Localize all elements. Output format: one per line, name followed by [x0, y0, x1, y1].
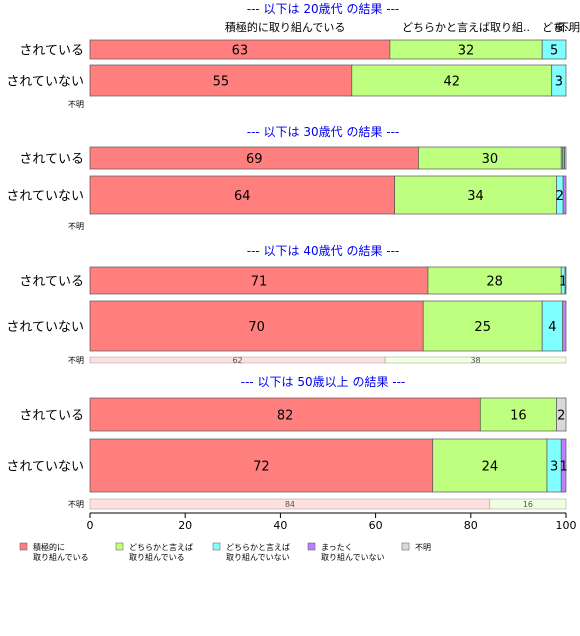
bar-segment — [551, 64, 567, 97]
legend-label: 取り組んでいる — [129, 552, 185, 562]
x-tick-label: 100 — [556, 519, 577, 532]
bar-segment — [89, 300, 424, 352]
legend-label: 積極的に — [33, 542, 65, 552]
row-label: されている — [19, 44, 84, 59]
x-tick-label: 20 — [178, 519, 192, 532]
data-label: 42 — [443, 75, 460, 90]
data-label: 25 — [474, 320, 491, 335]
bar-segment — [89, 397, 481, 432]
legend-swatch — [212, 542, 221, 551]
legend-label: どちらかと言えば — [129, 542, 193, 552]
category-top-label: ま.. — [553, 21, 571, 34]
data-label: 1 — [559, 460, 567, 475]
data-label: 3 — [550, 460, 558, 475]
category-top-label: 不明 — [558, 21, 580, 34]
bar-segment — [89, 175, 395, 215]
legend-label: まったく — [321, 543, 353, 552]
legend-label: 取り組んでいる — [33, 552, 89, 562]
panel-title: --- 以下は 30歳代 の結果 --- — [247, 125, 400, 139]
data-label: 5 — [550, 44, 558, 59]
x-tick-label: 80 — [464, 519, 478, 532]
legend-swatch — [115, 542, 124, 551]
row-label: されている — [19, 152, 84, 167]
bar-segment — [394, 175, 557, 215]
bar-segment — [479, 397, 557, 432]
data-label: 38 — [470, 356, 480, 365]
row-label: されている — [19, 409, 84, 424]
category-top-label: どち.. — [542, 21, 571, 34]
legend-swatch — [307, 542, 316, 551]
bar-segment — [560, 438, 567, 493]
data-label: 70 — [248, 320, 265, 335]
row-label: 不明 — [68, 100, 84, 109]
data-label: 1 — [559, 275, 567, 290]
legend-label: 不明 — [415, 543, 431, 552]
row-label: されている — [19, 275, 84, 290]
data-label: 16 — [523, 500, 533, 509]
bar-segment — [556, 397, 567, 432]
bar-segment — [564, 146, 567, 170]
data-label: 64 — [234, 189, 251, 204]
row-label: されていない — [6, 460, 84, 475]
data-label: 32 — [458, 44, 475, 59]
data-label: 69 — [246, 152, 263, 167]
bar-segment — [562, 175, 567, 215]
data-label: 2 — [556, 189, 564, 204]
legend-label: 取り組んでいない — [321, 552, 385, 562]
data-label: 28 — [486, 275, 503, 290]
data-label: 16 — [510, 409, 527, 424]
row-label: 不明 — [68, 222, 84, 231]
bar-segment — [422, 300, 543, 352]
data-label: 82 — [277, 409, 294, 424]
legend-label: 取り組んでいない — [226, 552, 290, 562]
row-label: されていない — [6, 75, 84, 90]
panel-title: --- 以下は 20歳代 の結果 --- — [247, 2, 400, 16]
row-label: 不明 — [68, 500, 84, 509]
row-label: されていない — [6, 320, 84, 335]
panel-title: --- 以下は 50歳以上 の結果 --- — [241, 375, 406, 389]
data-label: 84 — [285, 500, 295, 509]
data-label: 63 — [232, 44, 249, 59]
bar-segment — [89, 266, 429, 295]
bar-segment — [89, 64, 353, 97]
data-label: 55 — [213, 75, 230, 90]
data-label: 62 — [232, 356, 242, 365]
bar-segment — [384, 356, 567, 364]
legend-label: どちらかと言えば — [226, 542, 290, 552]
x-tick-label: 60 — [369, 519, 383, 532]
row-label: 不明 — [68, 356, 84, 365]
bar-segment — [541, 39, 567, 60]
data-label: 72 — [253, 460, 270, 475]
bar-segment — [489, 498, 567, 510]
data-label: 34 — [467, 189, 484, 204]
data-label: 24 — [482, 460, 499, 475]
category-top-label: 積極的に取り組んでいる — [225, 20, 345, 34]
data-label: 30 — [482, 152, 499, 167]
data-label: 3 — [555, 75, 563, 90]
bar-segment — [427, 266, 562, 295]
legend-swatch — [19, 542, 28, 551]
data-label: 2 — [557, 409, 565, 424]
bar-segment — [564, 266, 567, 295]
row-label: されていない — [6, 189, 84, 204]
panel-title: --- 以下は 40歳代 の結果 --- — [247, 244, 400, 258]
x-tick-label: 40 — [273, 519, 287, 532]
bar-segment — [89, 438, 434, 493]
category-top-label: どちらかと言えば取り組.. — [402, 21, 530, 34]
x-tick-label: 0 — [87, 519, 94, 532]
data-label: 4 — [548, 320, 556, 335]
data-label: 71 — [251, 275, 268, 290]
legend-swatch — [401, 542, 410, 551]
bar-segment — [562, 300, 567, 352]
